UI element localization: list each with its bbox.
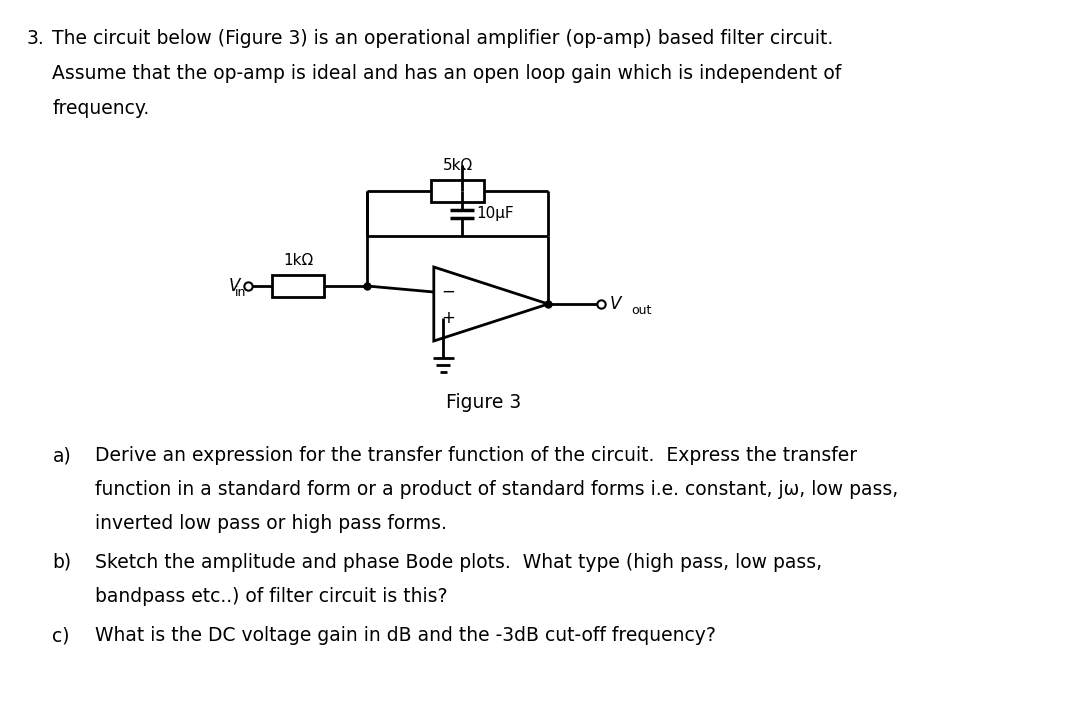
Text: out: out <box>631 304 652 318</box>
Text: 10μF: 10μF <box>477 206 515 221</box>
Text: 1kΩ: 1kΩ <box>283 253 313 268</box>
Text: V: V <box>610 295 622 313</box>
Text: V: V <box>229 277 240 295</box>
Text: −: − <box>442 283 456 301</box>
Text: +: + <box>442 309 456 327</box>
Text: b): b) <box>53 553 72 572</box>
Text: Sketch the amplitude and phase Bode plots.  What type (high pass, low pass,: Sketch the amplitude and phase Bode plot… <box>95 553 822 572</box>
Text: Derive an expression for the transfer function of the circuit.  Express the tran: Derive an expression for the transfer fu… <box>95 446 858 465</box>
Text: Assume that the op-amp is ideal and has an open loop gain which is independent o: Assume that the op-amp is ideal and has … <box>53 64 842 83</box>
Text: Figure 3: Figure 3 <box>446 393 521 412</box>
Text: bandpass etc..) of filter circuit is this?: bandpass etc..) of filter circuit is thi… <box>95 587 448 606</box>
Text: The circuit below (Figure 3) is an operational amplifier (op-amp) based filter c: The circuit below (Figure 3) is an opera… <box>53 29 834 48</box>
Text: 3.: 3. <box>27 29 44 48</box>
Text: frequency.: frequency. <box>53 99 150 118</box>
Bar <box>431 180 483 202</box>
Text: a): a) <box>53 446 71 465</box>
Text: c): c) <box>53 626 70 645</box>
Text: inverted low pass or high pass forms.: inverted low pass or high pass forms. <box>95 514 447 533</box>
Bar <box>271 275 324 297</box>
Text: 5kΩ: 5kΩ <box>443 158 473 173</box>
Text: function in a standard form or a product of standard forms i.e. constant, jω, lo: function in a standard form or a product… <box>95 480 898 499</box>
Text: in: in <box>235 287 245 299</box>
Text: What is the DC voltage gain in dB and the -3dB cut-off frequency?: What is the DC voltage gain in dB and th… <box>95 626 716 645</box>
